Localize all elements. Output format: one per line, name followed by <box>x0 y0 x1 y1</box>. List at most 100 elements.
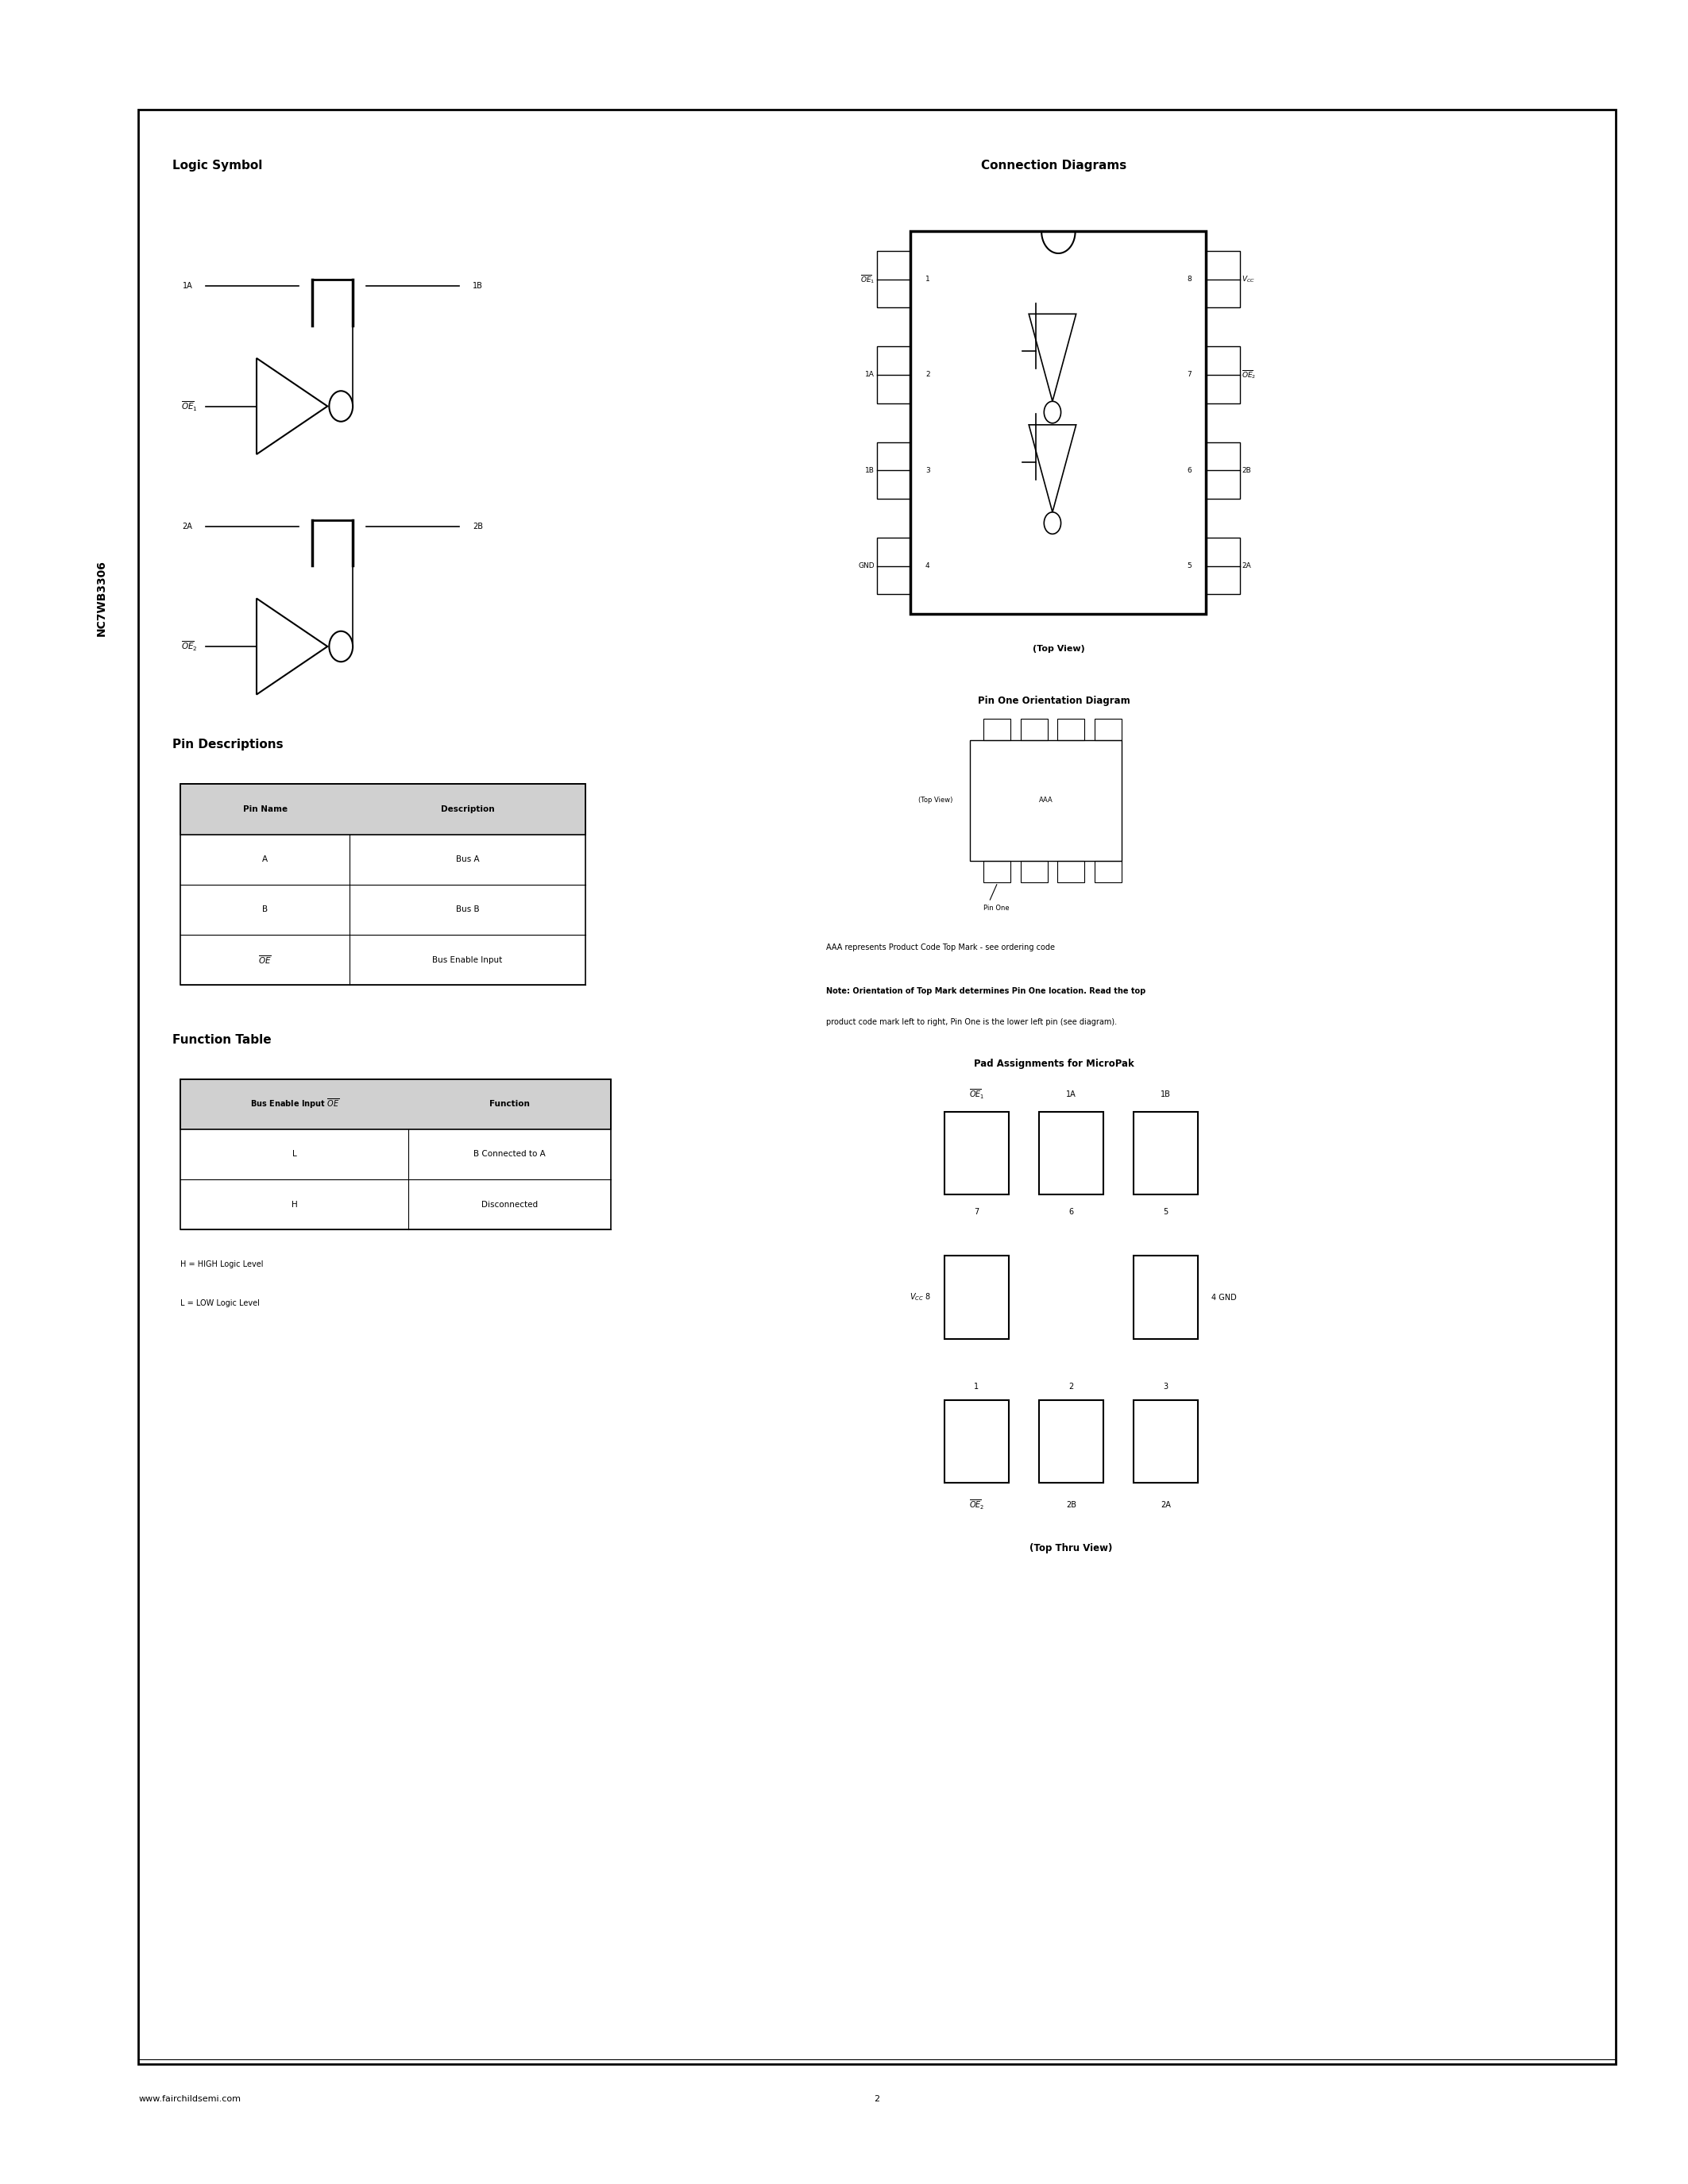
Text: (Top Thru View): (Top Thru View) <box>1030 1544 1112 1553</box>
Bar <box>878 347 912 404</box>
Bar <box>982 860 1009 882</box>
Bar <box>1038 1400 1102 1483</box>
Bar <box>1134 1400 1198 1483</box>
Text: 3: 3 <box>925 467 930 474</box>
Text: 7: 7 <box>974 1208 979 1216</box>
Text: 2: 2 <box>925 371 930 378</box>
Text: 5: 5 <box>1187 561 1192 570</box>
Text: B: B <box>262 906 268 913</box>
Text: Bus A: Bus A <box>456 856 479 863</box>
Text: Disconnected: Disconnected <box>481 1201 538 1208</box>
Bar <box>181 784 586 985</box>
Text: Function Table: Function Table <box>172 1033 272 1046</box>
Text: 1B: 1B <box>866 467 874 474</box>
Text: 4 GND: 4 GND <box>1212 1293 1236 1302</box>
Bar <box>1207 537 1241 594</box>
Text: 2A: 2A <box>1160 1500 1171 1509</box>
Bar <box>181 1079 611 1129</box>
Text: 1B: 1B <box>473 282 483 290</box>
Bar <box>1058 860 1085 882</box>
Text: 2B: 2B <box>473 522 483 531</box>
Bar <box>969 740 1121 860</box>
Bar <box>878 441 912 498</box>
Text: H: H <box>292 1201 297 1208</box>
Text: product code mark left to right, Pin One is the lower left pin (see diagram).: product code mark left to right, Pin One… <box>827 1018 1117 1026</box>
Text: Bus Enable Input $\overline{OE}$: Bus Enable Input $\overline{OE}$ <box>250 1099 339 1109</box>
Bar <box>1096 860 1123 882</box>
Text: 6: 6 <box>1187 467 1192 474</box>
Bar <box>181 1079 611 1230</box>
Text: Bus Enable Input: Bus Enable Input <box>432 957 503 963</box>
Text: NC7WB3306: NC7WB3306 <box>96 559 106 636</box>
Text: $\overline{OE}_1$: $\overline{OE}_1$ <box>969 1088 984 1101</box>
Text: H = HIGH Logic Level: H = HIGH Logic Level <box>181 1260 263 1269</box>
Text: Connection Diagrams: Connection Diagrams <box>981 159 1128 173</box>
Text: Pin Descriptions: Pin Descriptions <box>172 738 284 751</box>
Text: $\overline{OE}_2$: $\overline{OE}_2$ <box>1242 369 1256 380</box>
Text: www.fairchildsemi.com: www.fairchildsemi.com <box>138 2094 241 2103</box>
Bar <box>1134 1112 1198 1195</box>
Text: B Connected to A: B Connected to A <box>474 1151 545 1158</box>
Text: Pad Assignments for MicroPak: Pad Assignments for MicroPak <box>974 1059 1134 1068</box>
Text: 1A: 1A <box>866 371 874 378</box>
Bar <box>181 784 586 834</box>
Text: Description: Description <box>441 806 495 812</box>
Bar <box>945 1256 1009 1339</box>
Bar <box>945 1400 1009 1483</box>
Text: Pin One: Pin One <box>984 904 1009 913</box>
Text: 1: 1 <box>925 275 930 284</box>
Bar <box>982 719 1009 740</box>
Text: AAA represents Product Code Top Mark - see ordering code: AAA represents Product Code Top Mark - s… <box>827 943 1055 952</box>
Text: 1A: 1A <box>1067 1090 1077 1099</box>
Text: 4: 4 <box>925 561 930 570</box>
Bar <box>1207 347 1241 404</box>
Bar <box>1207 251 1241 308</box>
Bar <box>1020 860 1047 882</box>
Text: L: L <box>292 1151 297 1158</box>
Bar <box>1207 441 1241 498</box>
Text: Pin Name: Pin Name <box>243 806 287 812</box>
Bar <box>138 109 1615 2064</box>
Text: $V_{CC}$: $V_{CC}$ <box>1242 275 1256 284</box>
Text: 3: 3 <box>1163 1382 1168 1391</box>
Text: 8: 8 <box>1187 275 1192 284</box>
Text: AAA: AAA <box>1038 797 1053 804</box>
Text: 2: 2 <box>1069 1382 1074 1391</box>
Text: (Top View): (Top View) <box>1033 644 1084 653</box>
Text: 1: 1 <box>974 1382 979 1391</box>
Bar <box>1020 719 1047 740</box>
Bar <box>1058 719 1085 740</box>
Text: Function: Function <box>490 1101 530 1107</box>
Text: Logic Symbol: Logic Symbol <box>172 159 262 173</box>
Text: A: A <box>262 856 268 863</box>
Bar <box>912 232 1207 614</box>
Bar <box>945 1112 1009 1195</box>
Bar <box>878 251 912 308</box>
Text: $\overline{OE}_2$: $\overline{OE}_2$ <box>969 1498 984 1511</box>
Text: $\overline{OE}_1$: $\overline{OE}_1$ <box>861 273 874 286</box>
Text: 7: 7 <box>1187 371 1192 378</box>
Bar <box>1038 1112 1102 1195</box>
Text: 2: 2 <box>874 2094 879 2103</box>
Text: 1B: 1B <box>1160 1090 1171 1099</box>
Text: 2A: 2A <box>182 522 192 531</box>
Text: 2B: 2B <box>1065 1500 1077 1509</box>
Text: $\overline{OE}$: $\overline{OE}$ <box>258 954 272 965</box>
Text: (Top View): (Top View) <box>918 797 952 804</box>
Text: Pin One Orientation Diagram: Pin One Orientation Diagram <box>977 697 1131 705</box>
Text: Note: Orientation of Top Mark determines Pin One location. Read the top: Note: Orientation of Top Mark determines… <box>827 987 1146 996</box>
Bar <box>878 537 912 594</box>
Text: 5: 5 <box>1163 1208 1168 1216</box>
Text: 1A: 1A <box>182 282 192 290</box>
Text: $\overline{OE}_2$: $\overline{OE}_2$ <box>181 640 197 653</box>
Text: GND: GND <box>859 561 874 570</box>
Text: $\overline{OE}_1$: $\overline{OE}_1$ <box>181 400 197 413</box>
Text: 2B: 2B <box>1242 467 1251 474</box>
Text: L = LOW Logic Level: L = LOW Logic Level <box>181 1299 260 1308</box>
Text: 2A: 2A <box>1242 561 1251 570</box>
Text: 6: 6 <box>1069 1208 1074 1216</box>
Text: $V_{CC}$ 8: $V_{CC}$ 8 <box>910 1291 932 1304</box>
Bar <box>1134 1256 1198 1339</box>
Text: Bus B: Bus B <box>456 906 479 913</box>
Bar <box>1096 719 1123 740</box>
